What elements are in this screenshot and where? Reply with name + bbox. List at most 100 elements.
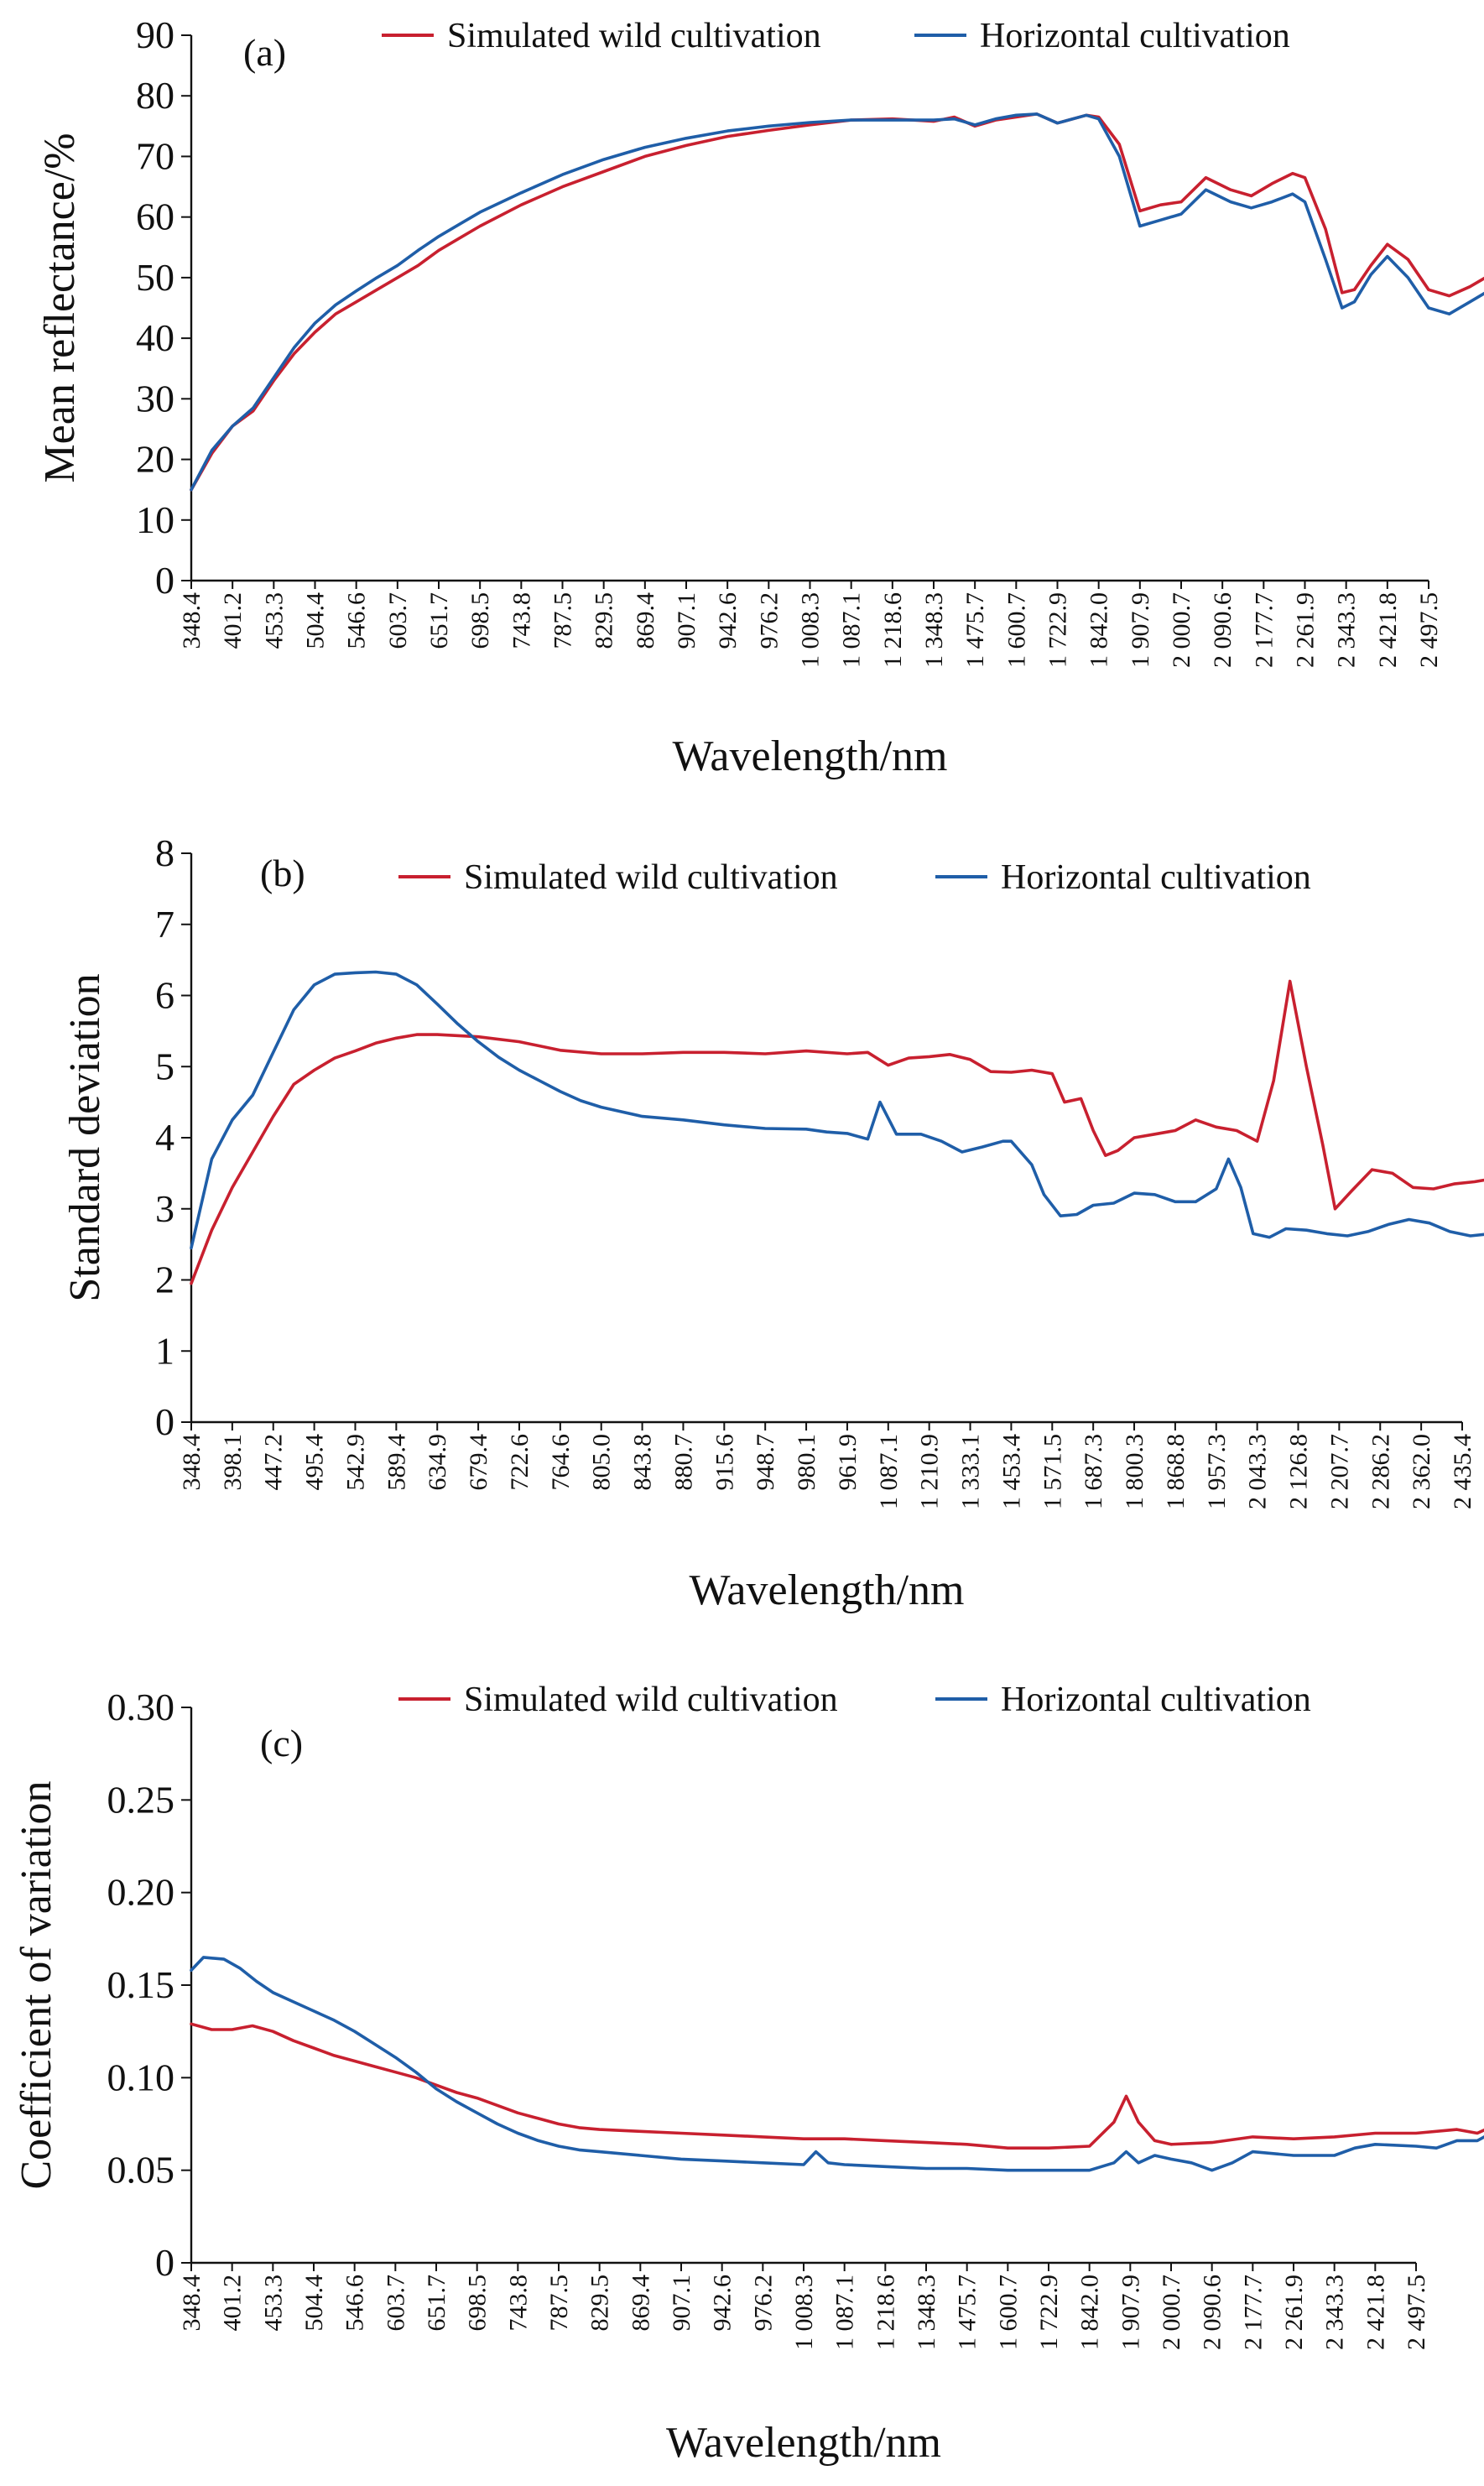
x-tick-label: 589.4	[383, 1434, 410, 1491]
x-tick-label: 603.7	[384, 592, 412, 649]
y-axis-label: Standard deviation	[61, 973, 109, 1301]
x-tick-label: 1 210.9	[916, 1434, 944, 1509]
y-tick-label: 50	[136, 256, 174, 299]
x-tick-label: 401.2	[219, 2275, 247, 2332]
x-tick-label: 1 348.3	[913, 2275, 940, 2350]
chart-panel-1: 0 10 20 30 40 50 60 70 80 90 348.4 401.2 453.3 504.4 5…	[36, 13, 1484, 780]
legend-label: Horizontal cultivation	[980, 17, 1290, 55]
x-tick-label: 2 497.5	[1415, 592, 1443, 668]
x-tick-label: 1 600.7	[1002, 592, 1030, 668]
y-tick-label: 8	[155, 831, 174, 874]
y-tick-label: 30	[136, 377, 174, 420]
x-tick-label: 869.4	[627, 2275, 654, 2332]
x-tick-label: 1 957.3	[1203, 1434, 1231, 1509]
legend-label: Simulated wild cultivation	[464, 1681, 838, 1719]
legend-label: Horizontal cultivation	[1001, 1681, 1311, 1719]
x-tick-label: 829.5	[586, 2275, 614, 2332]
x-tick-label: 1 475.7	[954, 2275, 982, 2350]
y-tick-label: 5	[155, 1045, 174, 1087]
x-tick-label: 495.4	[301, 1434, 329, 1491]
x-tick-label: 504.4	[302, 592, 330, 649]
y-tick-label: 0	[155, 559, 174, 602]
x-tick-label: 1 842.0	[1076, 2275, 1104, 2350]
x-tick-label: 787.5	[545, 2275, 573, 2332]
x-tick-label: 2 126.8	[1285, 1434, 1313, 1509]
x-tick-label: 1 687.3	[1080, 1434, 1107, 1509]
x-tick-label: 2 421.8	[1374, 592, 1402, 668]
x-tick-label: 843.8	[629, 1434, 657, 1491]
x-tick-label: 698.5	[464, 2275, 492, 2332]
y-tick-label: 20	[136, 438, 174, 481]
y-tick-label: 70	[136, 134, 174, 177]
x-tick-label: 651.7	[423, 2275, 450, 2332]
x-tick-label: 2 343.3	[1321, 2275, 1349, 2350]
panel-label: (c)	[260, 1722, 303, 1764]
x-tick-label: 1 475.7	[961, 592, 989, 668]
y-tick-label: 0.30	[107, 1686, 175, 1728]
x-tick-label: 2 362.0	[1408, 1434, 1435, 1509]
x-tick-label: 348.4	[178, 1434, 206, 1491]
x-tick-label: 976.2	[749, 2275, 777, 2332]
x-tick-label: 869.4	[632, 592, 659, 649]
x-tick-label: 546.6	[343, 592, 371, 649]
x-tick-label: 453.3	[260, 592, 288, 649]
x-tick-label: 1 087.1	[831, 2275, 859, 2350]
y-tick-label: 3	[155, 1187, 174, 1230]
x-tick-label: 1 722.9	[1035, 2275, 1063, 2350]
x-tick-label: 1 722.9	[1044, 592, 1072, 668]
x-tick-label: 542.9	[341, 1434, 369, 1491]
series-line-horizontal	[190, 1956, 1484, 2172]
x-tick-label: 2 497.5	[1403, 2275, 1430, 2350]
panel-label: (b)	[260, 852, 305, 894]
x-tick-label: 2 177.7	[1239, 2275, 1267, 2350]
x-tick-label: 787.5	[549, 592, 577, 649]
x-tick-label: 504.4	[300, 2275, 328, 2332]
x-tick-label: 942.6	[709, 2275, 737, 2332]
y-tick-label: 10	[136, 498, 174, 541]
y-tick-label: 60	[136, 195, 174, 238]
x-tick-label: 1 008.3	[797, 592, 825, 668]
chart-panel-3: 0 0.05 0.10 0.15 0.20 0.25 0.30 348.4 401.2 453.3…	[13, 1681, 1484, 2467]
x-tick-label: 401.2	[219, 592, 247, 649]
x-tick-label: 764.6	[547, 1434, 575, 1491]
x-tick-label: 980.1	[793, 1434, 820, 1491]
y-tick-label: 40	[136, 316, 174, 359]
x-tick-label: 2 435.4	[1449, 1434, 1476, 1509]
x-tick-label: 1 333.1	[957, 1434, 985, 1509]
legend-label: Simulated wild cultivation	[447, 17, 821, 55]
y-tick-label: 6	[155, 974, 174, 1017]
x-tick-label: 976.2	[755, 592, 783, 649]
x-tick-label: 2 261.9	[1280, 2275, 1308, 2350]
legend-label: Horizontal cultivation	[1001, 858, 1311, 897]
x-tick-label: 743.8	[508, 592, 535, 649]
x-tick-label: 2 286.2	[1367, 1434, 1394, 1509]
x-axis-label: Wavelength/nm	[673, 732, 948, 780]
x-tick-label: 1 907.9	[1127, 592, 1154, 668]
x-tick-label: 447.2	[260, 1434, 288, 1491]
x-tick-label: 1 218.6	[879, 592, 907, 668]
x-tick-label: 1 087.1	[838, 592, 866, 668]
x-tick-label: 961.9	[834, 1434, 862, 1491]
y-tick-label: 4	[155, 1116, 174, 1159]
x-tick-label: 907.1	[673, 592, 700, 649]
x-tick-label: 805.0	[588, 1434, 616, 1491]
x-tick-label: 1 842.0	[1086, 592, 1113, 668]
series-line-horizontal	[190, 970, 1484, 1250]
x-tick-label: 1 218.6	[872, 2275, 899, 2350]
x-axis-label: Wavelength/nm	[666, 2419, 941, 2467]
x-tick-label: 1 907.9	[1117, 2275, 1144, 2350]
x-tick-label: 2 343.3	[1333, 592, 1361, 668]
x-tick-label: 2 090.6	[1199, 2275, 1226, 2350]
legend: Simulated wild cultivation Horizontal cul…	[398, 858, 1311, 897]
x-tick-label: 829.5	[591, 592, 618, 649]
x-tick-label: 1 453.4	[997, 1434, 1025, 1509]
x-tick-label: 1 868.8	[1162, 1434, 1190, 1509]
x-tick-label: 546.6	[341, 2275, 369, 2332]
y-tick-label: 80	[136, 74, 174, 117]
y-axis-label: Mean reflectance/%	[36, 133, 84, 482]
series-line-simulated-wild	[190, 112, 1484, 492]
x-tick-label: 2 177.7	[1250, 592, 1278, 668]
x-tick-label: 2 421.8	[1362, 2275, 1389, 2350]
x-tick-label: 651.7	[425, 592, 453, 649]
series-line-horizontal	[190, 112, 1484, 492]
